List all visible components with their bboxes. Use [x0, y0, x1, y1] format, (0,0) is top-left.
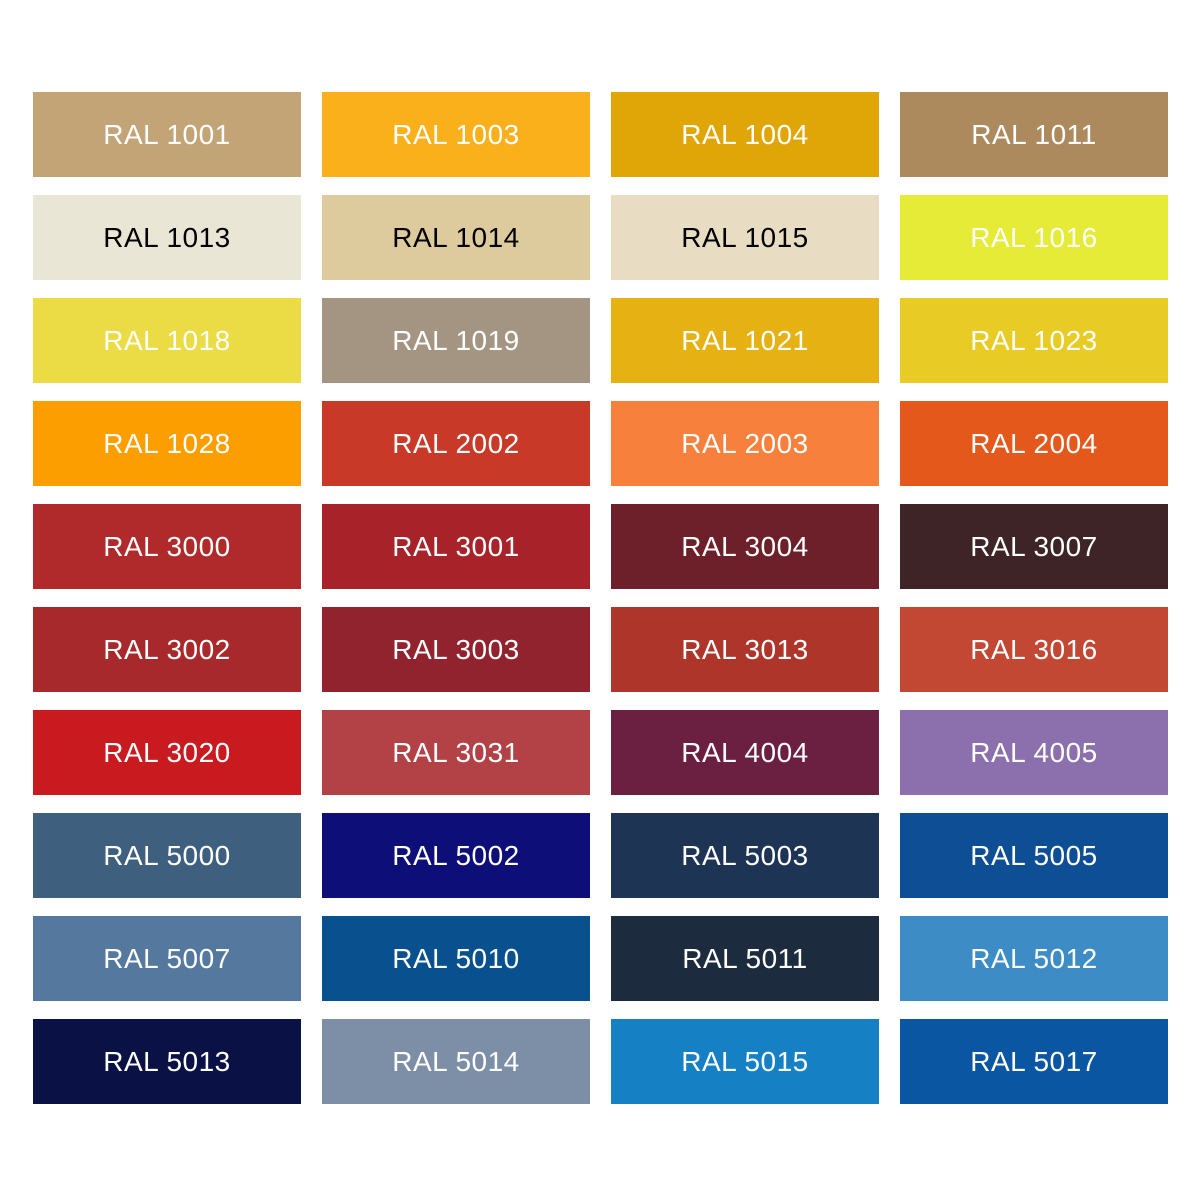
- swatch-label: RAL 3013: [681, 633, 809, 665]
- color-swatch: RAL 1004: [611, 92, 879, 177]
- color-swatch: RAL 5015: [611, 1019, 879, 1104]
- swatch-label: RAL 3020: [103, 736, 231, 768]
- swatch-label: RAL 5011: [682, 942, 808, 974]
- swatch-label: RAL 1019: [392, 324, 520, 356]
- color-swatch: RAL 5011: [611, 916, 879, 1001]
- swatch-label: RAL 1015: [681, 221, 809, 253]
- swatch-label: RAL 5003: [681, 839, 809, 871]
- color-swatch: RAL 1013: [33, 195, 301, 280]
- color-swatch: RAL 1011: [900, 92, 1168, 177]
- swatch-label: RAL 3002: [103, 633, 231, 665]
- swatch-label: RAL 4005: [970, 736, 1098, 768]
- color-swatch: RAL 5010: [322, 916, 590, 1001]
- color-swatch: RAL 3031: [322, 710, 590, 795]
- swatch-label: RAL 5013: [103, 1045, 231, 1077]
- color-swatch: RAL 5002: [322, 813, 590, 898]
- swatch-label: RAL 5015: [681, 1045, 809, 1077]
- swatch-label: RAL 4004: [681, 736, 809, 768]
- swatch-label: RAL 5002: [392, 839, 520, 871]
- color-swatch: RAL 3004: [611, 504, 879, 589]
- color-swatch: RAL 1003: [322, 92, 590, 177]
- swatch-label: RAL 5017: [970, 1045, 1098, 1077]
- color-swatch: RAL 5007: [33, 916, 301, 1001]
- color-swatch: RAL 4005: [900, 710, 1168, 795]
- color-swatch: RAL 4004: [611, 710, 879, 795]
- color-swatch: RAL 3016: [900, 607, 1168, 692]
- swatch-label: RAL 1023: [970, 324, 1098, 356]
- color-swatch: RAL 1001: [33, 92, 301, 177]
- swatch-label: RAL 1004: [681, 118, 809, 150]
- color-swatch: RAL 2002: [322, 401, 590, 486]
- color-swatch: RAL 1018: [33, 298, 301, 383]
- color-swatch: RAL 3003: [322, 607, 590, 692]
- swatch-label: RAL 3004: [681, 530, 809, 562]
- color-swatch: RAL 3013: [611, 607, 879, 692]
- color-swatch: RAL 5003: [611, 813, 879, 898]
- color-swatch: RAL 3007: [900, 504, 1168, 589]
- color-swatch: RAL 5005: [900, 813, 1168, 898]
- swatch-label: RAL 3003: [392, 633, 520, 665]
- swatch-label: RAL 1018: [103, 324, 231, 356]
- color-swatch: RAL 1014: [322, 195, 590, 280]
- swatch-label: RAL 3031: [392, 736, 520, 768]
- color-swatch: RAL 3001: [322, 504, 590, 589]
- color-swatch: RAL 5013: [33, 1019, 301, 1104]
- color-swatch: RAL 5012: [900, 916, 1168, 1001]
- color-swatch: RAL 2004: [900, 401, 1168, 486]
- swatch-label: RAL 3001: [392, 530, 520, 562]
- swatch-label: RAL 1011: [971, 118, 1097, 150]
- swatch-label: RAL 5014: [392, 1045, 520, 1077]
- color-swatch: RAL 3002: [33, 607, 301, 692]
- color-swatch: RAL 1021: [611, 298, 879, 383]
- swatch-label: RAL 1001: [103, 118, 231, 150]
- color-swatch: RAL 1019: [322, 298, 590, 383]
- color-swatch: RAL 5014: [322, 1019, 590, 1104]
- color-swatch: RAL 1016: [900, 195, 1168, 280]
- swatch-label: RAL 5007: [103, 942, 231, 974]
- swatch-label: RAL 1013: [103, 221, 231, 253]
- swatch-label: RAL 2002: [392, 427, 520, 459]
- color-swatch: RAL 1015: [611, 195, 879, 280]
- swatch-label: RAL 1016: [970, 221, 1098, 253]
- swatch-label: RAL 3007: [970, 530, 1098, 562]
- color-swatch: RAL 5000: [33, 813, 301, 898]
- color-swatch: RAL 1023: [900, 298, 1168, 383]
- swatch-label: RAL 2004: [970, 427, 1098, 459]
- swatch-label: RAL 1021: [681, 324, 809, 356]
- color-swatch: RAL 3000: [33, 504, 301, 589]
- swatch-label: RAL 1028: [103, 427, 231, 459]
- ral-color-grid: RAL 1001 RAL 1003 RAL 1004 RAL 1011 RAL …: [33, 92, 1168, 1104]
- swatch-label: RAL 1014: [392, 221, 520, 253]
- swatch-label: RAL 5005: [970, 839, 1098, 871]
- swatch-label: RAL 1003: [392, 118, 520, 150]
- swatch-label: RAL 3016: [970, 633, 1098, 665]
- color-swatch: RAL 1028: [33, 401, 301, 486]
- swatch-label: RAL 2003: [681, 427, 809, 459]
- color-swatch: RAL 3020: [33, 710, 301, 795]
- color-swatch: RAL 5017: [900, 1019, 1168, 1104]
- swatch-label: RAL 5000: [103, 839, 231, 871]
- swatch-label: RAL 5012: [970, 942, 1098, 974]
- swatch-label: RAL 3000: [103, 530, 231, 562]
- swatch-label: RAL 5010: [392, 942, 520, 974]
- color-swatch: RAL 2003: [611, 401, 879, 486]
